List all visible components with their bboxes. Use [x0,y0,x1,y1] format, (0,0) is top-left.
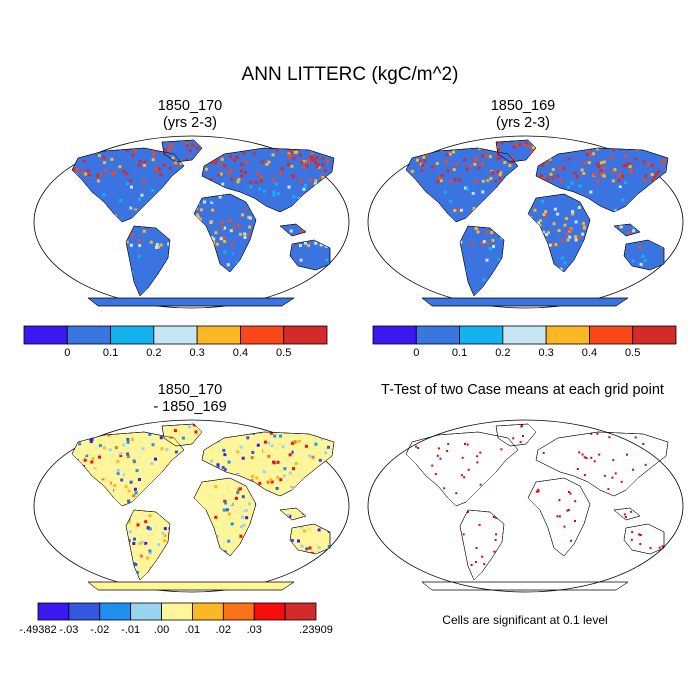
panel-title-line1: 1850_170 [157,382,223,398]
colorbar-swatch [68,602,101,621]
colorbar-tick-label: .02 [215,624,231,636]
colorbar-top-right [372,325,677,345]
colorbar-swatch [240,325,285,345]
colorbar-tick-label: -.49382 [19,624,57,636]
colorbar-tick-label: 0.4 [232,347,249,359]
colorbar-tick-label: 0.5 [625,347,641,359]
panel-title-top-left: 1850_170 (yrs 2-3) [35,98,345,132]
colorbar-tick-label: -.01 [121,624,141,636]
colorbar-swatch [66,325,111,345]
panel-title-line2: (yrs 2-3) [496,115,550,131]
colorbar-swatch [284,602,317,621]
colorbar-tick-label: 0.3 [189,347,205,359]
map-frame [33,135,350,309]
colorbar-tick-label: 0 [413,347,420,359]
colorbar-swatch [153,325,198,345]
panel-title-line1: T-Test of two Case means at each grid po… [381,382,664,398]
colorbar-tick-label: 0.1 [451,347,468,359]
map-panel-br [367,419,684,593]
colorbar-swatch [37,602,70,621]
colorbar-swatch [192,602,224,621]
panel-title-line1: 1850_169 [490,98,556,114]
map-frame [367,135,684,309]
panel-title-bottom-right: T-Test of two Case means at each grid po… [345,382,700,399]
panel-title-line1: 1850_170 [157,98,223,114]
colorbar-tick-label: .23909 [299,624,333,636]
colorbar-tick-label: 0.5 [276,347,292,359]
colorbar-tick-label: 0.1 [102,347,119,359]
colorbar-tick-label: 0.2 [495,347,511,359]
colorbar-tick-label: -.02 [90,624,110,636]
colorbar-tick-label: 0.4 [581,347,598,359]
colorbar-tick-label: -.03 [59,624,79,636]
colorbar-swatch [502,325,547,345]
colorbar-swatch [415,325,460,345]
colorbar-swatch [130,602,162,621]
colorbar-swatch [23,325,68,345]
colorbar-tick-label: .01 [184,624,201,636]
map-frame [33,419,350,593]
colorbar-bottom-left [37,602,317,621]
colorbar-top-left [23,325,328,345]
colorbar-swatch [161,602,193,621]
colorbar-swatch [110,325,155,345]
figure-title: ANN LITTERC (kgC/m^2) [241,64,459,85]
colorbar-swatch [99,602,132,621]
colorbar-swatch [283,325,328,345]
colorbar-swatch [589,325,634,345]
colorbar-tick-label: 0 [64,347,71,359]
colorbar-tick-label: .00 [153,624,170,636]
significance-note: Cells are significant at 0.1 level [442,613,608,627]
colorbar-tick-label: 0.3 [538,347,554,359]
panel-title-bottom-left: 1850_170 - 1850_169 [35,382,345,416]
colorbar-tick-label: .03 [246,624,262,636]
colorbar-swatch [372,325,417,345]
colorbar-swatch [196,325,241,345]
map-frame [367,419,684,593]
colorbar-swatch [253,602,286,621]
colorbar-swatch [545,325,590,345]
panel-title-line2: (yrs 2-3) [163,115,217,131]
panel-title-top-right: 1850_169 (yrs 2-3) [368,98,678,132]
colorbar-swatch [459,325,504,345]
colorbar-swatch [632,325,677,345]
colorbar-swatch [222,602,255,621]
colorbar-tick-label: 0.2 [146,347,162,359]
panel-title-line2: - 1850_169 [153,399,227,415]
